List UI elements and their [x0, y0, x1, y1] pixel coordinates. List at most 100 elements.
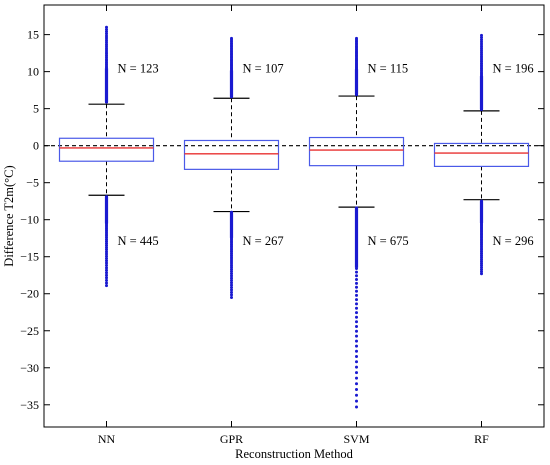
low-outlier-point: [105, 276, 108, 280]
low-outlier-point: [480, 263, 483, 267]
low-outlier-point: [355, 371, 358, 375]
low-outlier-point: [230, 263, 233, 267]
high-outlier-point: [105, 25, 108, 29]
low-outlier-point: [355, 293, 358, 297]
box-rf: [433, 33, 530, 276]
low-outlier-point: [230, 269, 233, 273]
low-outlier-point: [230, 285, 233, 289]
high-outlier-point: [105, 30, 108, 34]
low-outlier-point: [230, 276, 233, 280]
low-outlier-point: [480, 270, 483, 274]
y-tick-label: −5: [26, 176, 39, 190]
x-tick-label: NN: [98, 432, 116, 446]
low-outlier-point: [355, 399, 358, 403]
outlier-count-low-label: N = 267: [243, 234, 284, 248]
labels-layer: Reconstruction Method Difference T2m(°C)…: [2, 28, 534, 461]
low-outlier-point: [355, 393, 358, 397]
x-tick-label: RF: [474, 432, 489, 446]
low-outlier-point: [355, 365, 358, 369]
low-outlier-point: [230, 274, 233, 278]
low-outlier-point: [355, 387, 358, 391]
low-outlier-point: [480, 272, 483, 276]
low-outlier-point: [105, 252, 108, 256]
low-outlier-point: [230, 267, 233, 271]
low-outlier-point: [105, 271, 108, 275]
iqr-box: [433, 142, 530, 167]
high-outlier-point: [480, 36, 483, 40]
low-outlier-point: [105, 259, 108, 263]
low-outlier-point: [105, 266, 108, 270]
low-outlier-point: [230, 281, 233, 285]
high-outlier-point: [105, 38, 108, 42]
high-outlier-point: [480, 46, 483, 50]
iqr-box: [58, 137, 155, 162]
y-tick-label: −35: [20, 398, 39, 412]
low-outlier-point: [105, 263, 108, 267]
low-outlier-point: [355, 334, 358, 338]
outlier-count-high-label: N = 115: [368, 62, 409, 76]
low-outlier-point: [355, 339, 358, 343]
low-outlier-point: [355, 344, 358, 348]
low-outlier-point: [355, 270, 358, 274]
low-outlier-point: [105, 248, 108, 252]
iqr-box: [308, 136, 405, 167]
outlier-count-high-label: N = 196: [493, 62, 534, 76]
low-outlier-point: [230, 272, 233, 276]
low-outlier-point: [355, 315, 358, 319]
low-outlier-point: [355, 267, 358, 271]
x-axis-label: Reconstruction Method: [235, 447, 353, 461]
outlier-count-high-label: N = 123: [118, 62, 159, 76]
iqr-box: [183, 139, 280, 170]
low-outlier-point: [480, 265, 483, 269]
low-outlier-point: [105, 246, 108, 250]
low-outlier-point: [355, 329, 358, 333]
low-outlier-point: [355, 405, 358, 409]
low-outlier-point: [355, 289, 358, 293]
low-outlier-point: [355, 298, 358, 302]
low-outlier-point: [230, 293, 233, 297]
outlier-count-low-label: N = 675: [368, 234, 409, 248]
outlier-count-high-label: N = 107: [243, 62, 284, 76]
low-outlier-point: [105, 244, 108, 248]
high-outlier-point: [105, 32, 108, 36]
low-outlier-point: [230, 283, 233, 287]
box-svm: [308, 36, 405, 409]
low-outlier-point: [230, 265, 233, 269]
low-outlier-point: [355, 354, 358, 358]
high-outlier-point: [105, 34, 108, 38]
y-tick-label: −20: [20, 287, 39, 301]
low-outlier-point: [230, 295, 233, 299]
y-tick-label: −10: [20, 213, 39, 227]
low-outlier-point: [355, 306, 358, 310]
high-outlier-point: [480, 38, 483, 42]
axes-layer: [43, 4, 545, 428]
low-outlier-point: [105, 256, 108, 260]
high-outlier-point: [230, 36, 233, 40]
low-outlier-point: [480, 267, 483, 271]
y-tick-label: −15: [20, 250, 39, 264]
high-outlier-point: [105, 27, 108, 31]
low-outlier-point: [105, 284, 108, 288]
low-outlier-point: [355, 320, 358, 324]
low-outlier-point: [355, 278, 358, 282]
high-outlier-point: [355, 36, 358, 40]
high-outlier-point: [480, 44, 483, 48]
low-outlier-point: [105, 281, 108, 285]
low-outlier-point: [355, 311, 358, 315]
low-outlier-point: [105, 254, 108, 258]
low-outlier-point: [105, 261, 108, 265]
low-outlier-point: [230, 278, 233, 282]
high-outlier-point: [480, 40, 483, 44]
y-tick-label: −25: [20, 324, 39, 338]
y-tick-label: 10: [27, 65, 39, 79]
y-tick-label: −30: [20, 361, 39, 375]
outlier-count-low-label: N = 296: [493, 234, 534, 248]
low-outlier-point: [355, 285, 358, 289]
high-outlier-point: [105, 36, 108, 40]
plot-frame: [43, 4, 545, 428]
low-outlier-point: [355, 382, 358, 386]
low-outlier-point: [105, 268, 108, 272]
low-outlier-point: [355, 376, 358, 380]
box-gpr: [183, 36, 280, 299]
